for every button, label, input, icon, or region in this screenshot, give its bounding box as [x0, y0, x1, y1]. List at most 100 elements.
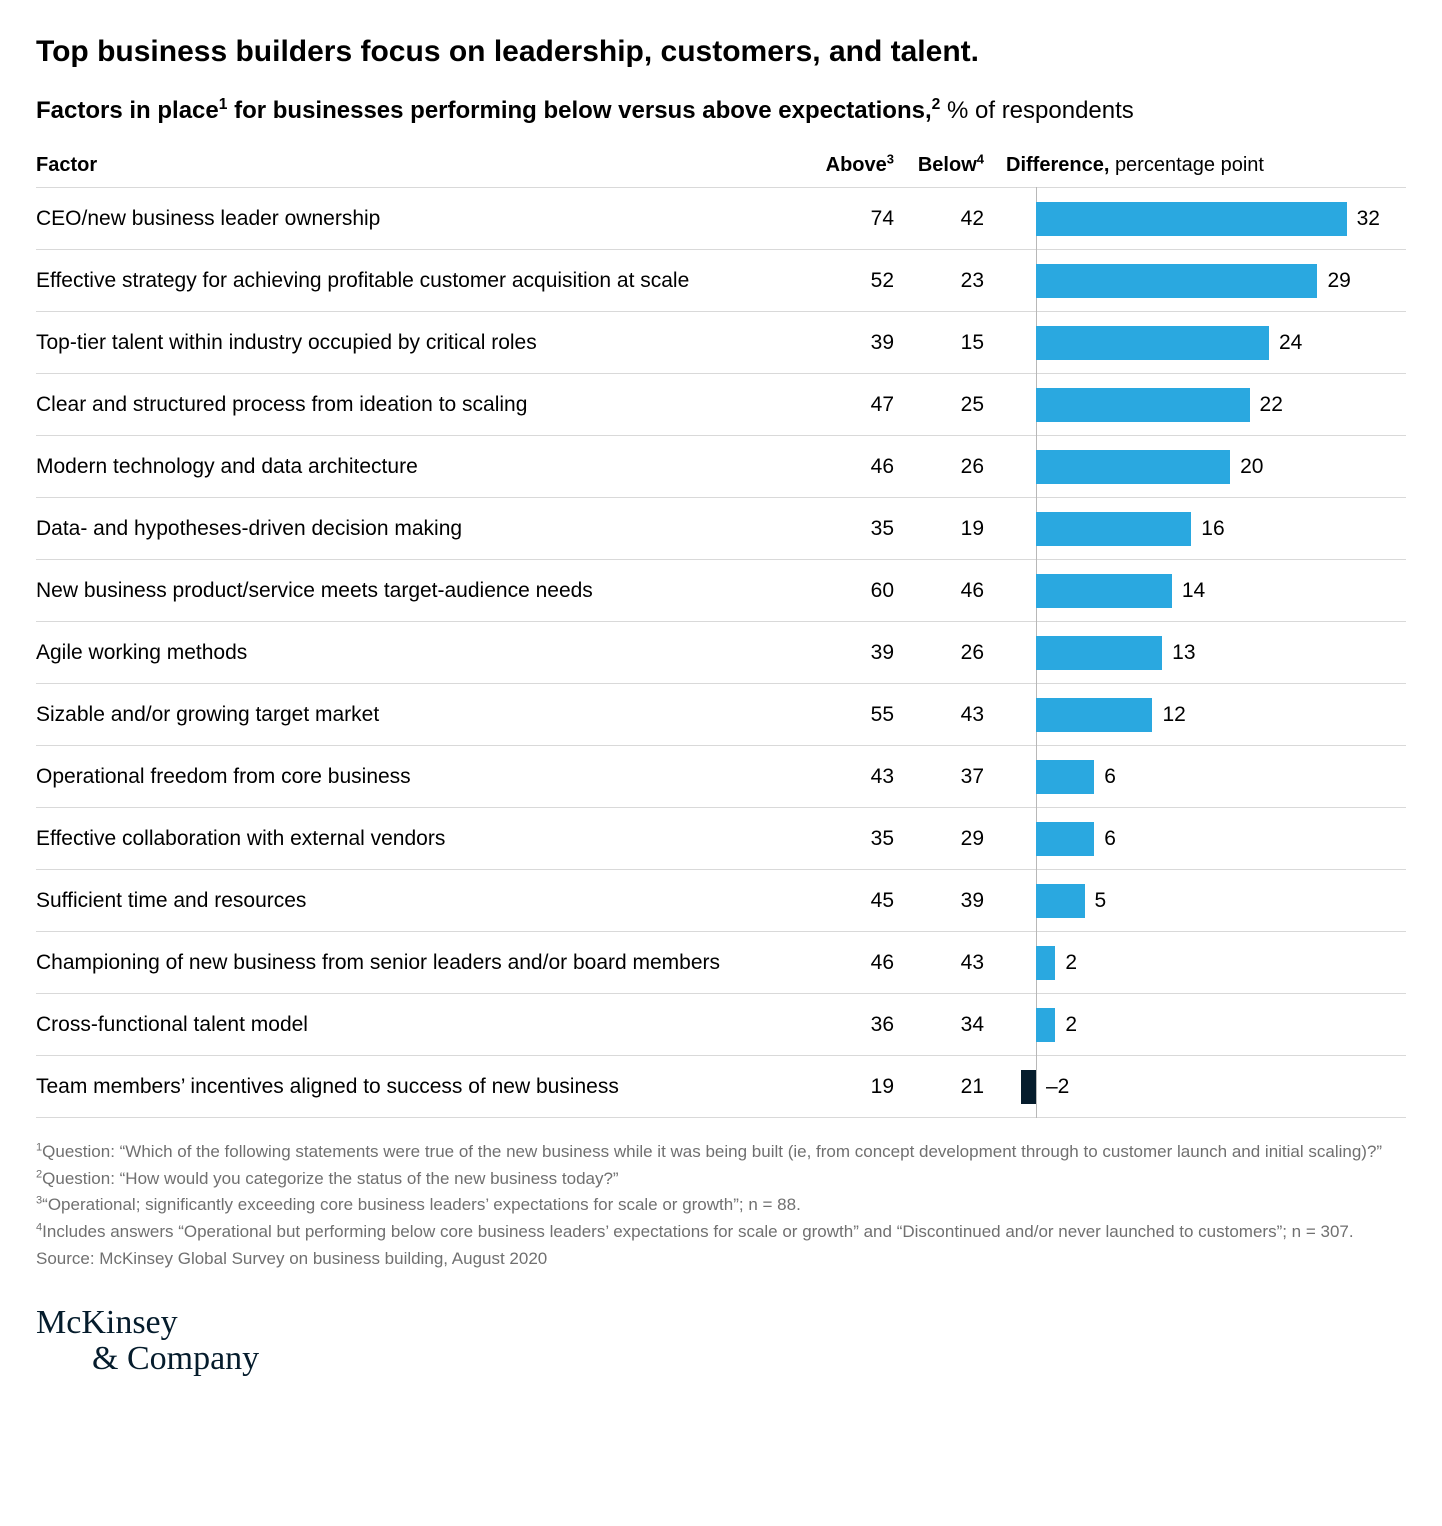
below-value: 34 [906, 1013, 996, 1037]
chart-title: Top business builders focus on leadershi… [36, 32, 1406, 71]
below-value: 26 [906, 455, 996, 479]
above-value: 46 [816, 951, 906, 975]
difference-bar-cell: 16 [996, 498, 1406, 559]
factor-label: Data- and hypotheses-driven decision mak… [36, 517, 816, 541]
header-above: Above3 [816, 154, 906, 177]
below-value: 23 [906, 269, 996, 293]
difference-bar [1036, 1008, 1055, 1042]
logo-line-1: McKinsey [36, 1304, 178, 1341]
difference-bar-cell: 32 [996, 188, 1406, 249]
below-value: 43 [906, 703, 996, 727]
difference-bar-cell: 29 [996, 250, 1406, 311]
header-below: Below4 [906, 154, 996, 177]
footnote-line: 1Question: “Which of the following state… [36, 1140, 1406, 1165]
table-row: Sufficient time and resources45395 [36, 869, 1406, 931]
above-value: 43 [816, 765, 906, 789]
below-value: 46 [906, 579, 996, 603]
factor-label: Sizable and/or growing target market [36, 703, 816, 727]
factor-label: Clear and structured process from ideati… [36, 393, 816, 417]
below-value: 37 [906, 765, 996, 789]
difference-bar [1036, 326, 1269, 360]
factor-label: Effective strategy for achieving profita… [36, 269, 816, 293]
table-row: Cross-functional talent model36342 [36, 993, 1406, 1055]
difference-bar-cell: 2 [996, 994, 1406, 1055]
footnote-line: 2Question: “How would you categorize the… [36, 1167, 1406, 1192]
below-value: 43 [906, 951, 996, 975]
below-value: 21 [906, 1075, 996, 1099]
difference-bar [1036, 698, 1152, 732]
table-row: New business product/service meets targe… [36, 559, 1406, 621]
table-row: Effective strategy for achieving profita… [36, 249, 1406, 311]
difference-bar [1036, 822, 1094, 856]
difference-bar [1036, 884, 1085, 918]
difference-bar-cell: 5 [996, 870, 1406, 931]
above-value: 47 [816, 393, 906, 417]
difference-bar-cell: 20 [996, 436, 1406, 497]
difference-bar-cell: 6 [996, 746, 1406, 807]
difference-bar [1036, 388, 1250, 422]
difference-value: 12 [1162, 703, 1185, 727]
factor-label: Operational freedom from core business [36, 765, 816, 789]
below-value: 39 [906, 889, 996, 913]
above-value: 19 [816, 1075, 906, 1099]
footnote-line: Source: McKinsey Global Survey on busine… [36, 1247, 1406, 1272]
difference-bar-cell: 24 [996, 312, 1406, 373]
difference-bar-cell: 2 [996, 932, 1406, 993]
above-value: 39 [816, 641, 906, 665]
above-value: 35 [816, 827, 906, 851]
difference-bar [1036, 202, 1347, 236]
chart-subtitle: Factors in place1 for businesses perform… [36, 95, 1406, 126]
difference-bar-cell: 13 [996, 622, 1406, 683]
table-row: Sizable and/or growing target market5543… [36, 683, 1406, 745]
above-value: 55 [816, 703, 906, 727]
difference-bar-cell: –2 [996, 1056, 1406, 1117]
table-row: CEO/new business leader ownership744232 [36, 187, 1406, 249]
difference-bar [1036, 946, 1055, 980]
difference-value: 2 [1065, 951, 1077, 975]
factor-label: New business product/service meets targe… [36, 579, 816, 603]
footnote-line: 4Includes answers “Operational but perfo… [36, 1220, 1406, 1245]
below-value: 25 [906, 393, 996, 417]
below-value: 29 [906, 827, 996, 851]
table-row: Modern technology and data architecture4… [36, 435, 1406, 497]
zero-axis [1036, 1055, 1037, 1118]
factor-label: Effective collaboration with external ve… [36, 827, 816, 851]
above-value: 39 [816, 331, 906, 355]
above-value: 36 [816, 1013, 906, 1037]
above-value: 45 [816, 889, 906, 913]
difference-bar [1021, 1070, 1036, 1104]
difference-value: 6 [1104, 765, 1116, 789]
data-rows: CEO/new business leader ownership744232 E… [36, 187, 1406, 1118]
difference-value: –2 [1046, 1075, 1069, 1099]
factor-label: Top-tier talent within industry occupied… [36, 331, 816, 355]
factor-label: Agile working methods [36, 641, 816, 665]
difference-bar-cell: 14 [996, 560, 1406, 621]
difference-value: 20 [1240, 455, 1263, 479]
difference-value: 6 [1104, 827, 1116, 851]
factor-label: Sufficient time and resources [36, 889, 816, 913]
difference-value: 14 [1182, 579, 1205, 603]
table-row: Agile working methods3926 13 [36, 621, 1406, 683]
difference-value: 22 [1260, 393, 1283, 417]
difference-value: 24 [1279, 331, 1302, 355]
table-row: Effective collaboration with external ve… [36, 807, 1406, 869]
table-row: Team members’ incentives aligned to succ… [36, 1055, 1406, 1117]
difference-value: 32 [1357, 207, 1380, 231]
difference-bar [1036, 264, 1317, 298]
difference-bar-cell: 22 [996, 374, 1406, 435]
table-row: Clear and structured process from ideati… [36, 373, 1406, 435]
logo-line-2: & Company [36, 1341, 1406, 1377]
above-value: 74 [816, 207, 906, 231]
difference-value: 13 [1172, 641, 1195, 665]
factor-label: Team members’ incentives aligned to succ… [36, 1075, 816, 1099]
above-value: 60 [816, 579, 906, 603]
header-difference: Difference, percentage point [996, 154, 1406, 177]
table-row: Data- and hypotheses-driven decision mak… [36, 497, 1406, 559]
factor-label: Championing of new business from senior … [36, 951, 816, 975]
below-value: 19 [906, 517, 996, 541]
above-value: 35 [816, 517, 906, 541]
above-value: 46 [816, 455, 906, 479]
table-row: Top-tier talent within industry occupied… [36, 311, 1406, 373]
difference-bar [1036, 760, 1094, 794]
below-value: 26 [906, 641, 996, 665]
